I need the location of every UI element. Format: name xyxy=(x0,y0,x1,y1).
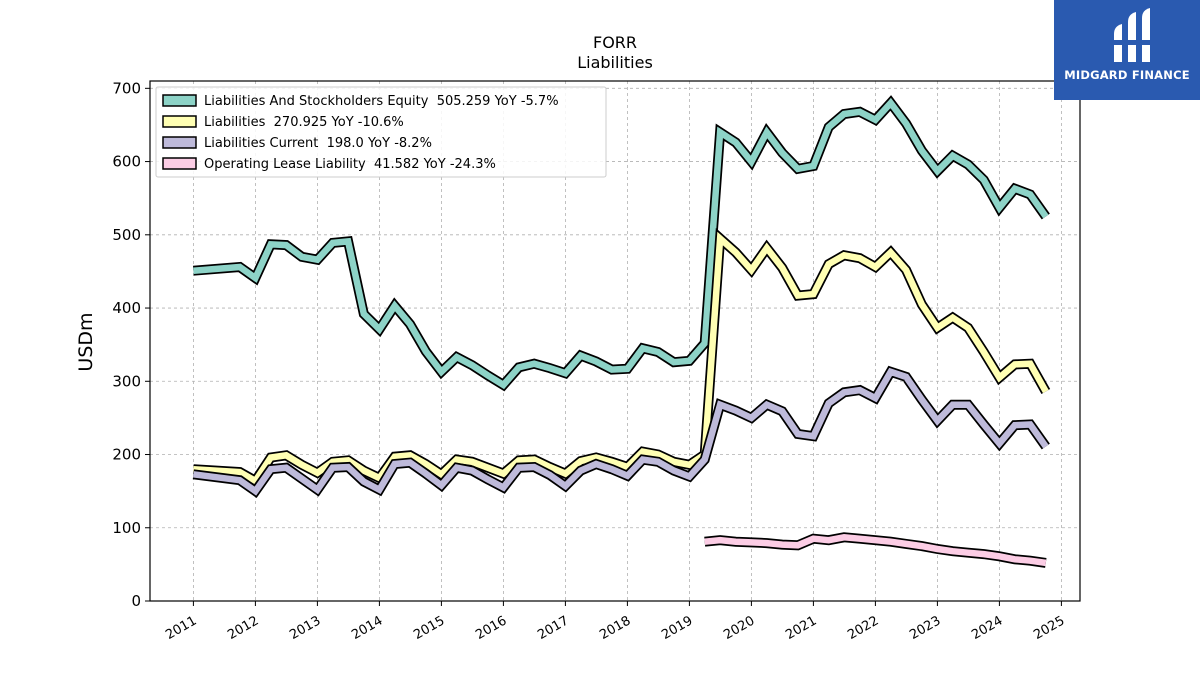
x-ticks: 2011 2012 2013 2014 2015 2016 2017 2018 2019 2020… xyxy=(163,601,1067,643)
brand-logo: MIDGARD FINANCE xyxy=(1054,0,1200,100)
series-line-fill xyxy=(192,367,1049,496)
legend-label: Liabilities And Stockholders Equity 505.… xyxy=(204,94,559,109)
brand-name: MIDGARD FINANCE xyxy=(1064,68,1190,82)
x-tick-label: 2012 xyxy=(225,613,261,643)
x-tick-label: 2019 xyxy=(659,613,695,643)
y-tick-label: 600 xyxy=(112,153,141,171)
y-tick-label: 0 xyxy=(131,592,141,610)
y-tick-label: 100 xyxy=(112,519,141,537)
legend-entry: Liabilities And Stockholders Equity 505.… xyxy=(162,94,559,109)
legend-swatch xyxy=(162,157,197,170)
legend-box xyxy=(155,86,607,178)
x-tick-label: 2016 xyxy=(473,613,509,643)
x-tick-label: 2015 xyxy=(411,613,447,643)
x-tick-label: 2018 xyxy=(597,613,633,643)
x-tick-label: 2011 xyxy=(163,613,199,643)
x-tick-label: 2023 xyxy=(907,613,943,643)
x-tick-label: 2014 xyxy=(349,613,385,643)
series-line-fill xyxy=(193,231,1049,486)
y-tick-label: 200 xyxy=(112,446,141,464)
x-tick-label: 2013 xyxy=(287,613,323,643)
series-line-outline xyxy=(193,228,1051,488)
legend-label: Liabilities Current 198.0 YoY -8.2% xyxy=(204,136,432,151)
series-line xyxy=(192,365,1050,499)
legend-swatch xyxy=(162,136,197,149)
y-tick-label: 300 xyxy=(112,372,141,390)
x-tick-label: 2022 xyxy=(845,613,881,643)
y-tick-label: 700 xyxy=(112,79,141,97)
legend-label: Operating Lease Liability 41.582 YoY -24… xyxy=(204,157,496,172)
chart-title: FORR xyxy=(593,33,637,52)
legend-entry: Operating Lease Liability 41.582 YoY -24… xyxy=(162,157,496,172)
x-tick-label: 2025 xyxy=(1031,613,1067,643)
x-tick-label: 2024 xyxy=(969,613,1005,643)
legend-swatch xyxy=(162,94,197,107)
series-layer xyxy=(192,95,1051,568)
plot-frame xyxy=(149,80,1081,602)
y-tick-label: 500 xyxy=(112,226,141,244)
series-line-fill xyxy=(193,97,1049,390)
brand-mark-icon xyxy=(1114,8,1150,62)
chart-subtitle: Liabilities xyxy=(577,53,653,72)
series-line xyxy=(193,228,1051,488)
x-tick-label: 2021 xyxy=(783,613,819,643)
y-tick-label: 400 xyxy=(112,299,141,317)
legend-swatch xyxy=(162,115,197,128)
legend: Liabilities And Stockholders Equity 505.… xyxy=(155,86,607,178)
x-tick-label: 2020 xyxy=(721,613,757,643)
x-tick-label: 2017 xyxy=(535,613,571,643)
legend-label: Liabilities 270.925 YoY -10.6% xyxy=(204,115,404,130)
series-line-fill xyxy=(704,534,1047,567)
legend-entry: Liabilities Current 198.0 YoY -8.2% xyxy=(162,136,432,151)
series-line xyxy=(193,95,1050,392)
series-line xyxy=(704,532,1047,568)
legend-entry: Liabilities 270.925 YoY -10.6% xyxy=(162,115,404,130)
y-axis-label: USDm xyxy=(75,312,97,371)
y-ticks: 0 100 200 300 400 500 600 700 xyxy=(112,79,150,610)
